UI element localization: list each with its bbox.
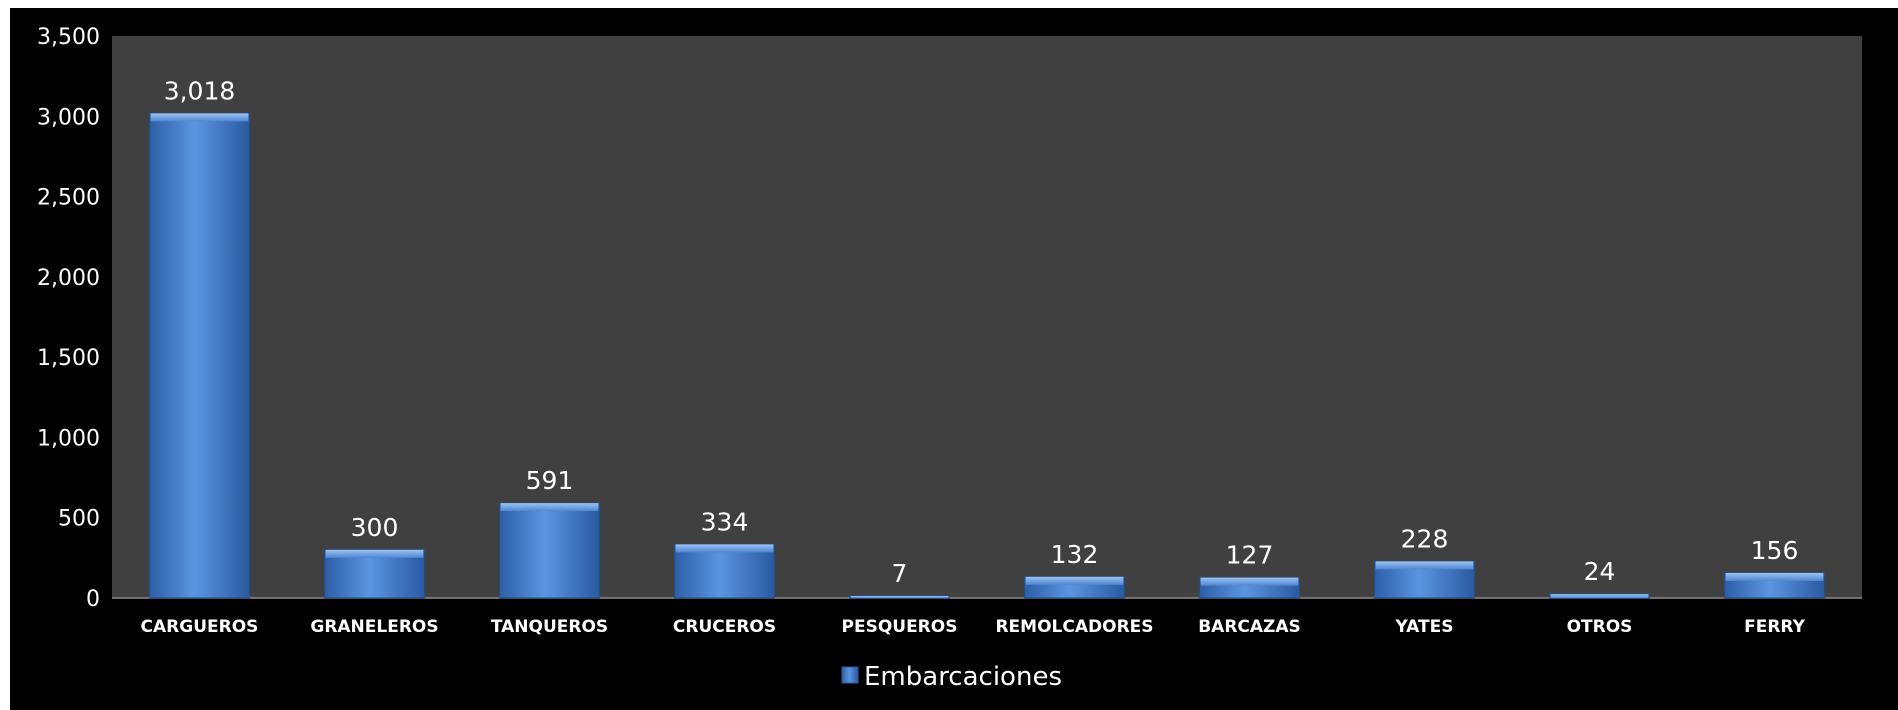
legend: Embarcaciones [841,662,1062,692]
category-label-tanqueros: TANQUEROS [491,617,608,637]
y-tick-label: 2,500 [37,186,100,211]
data-label-remolcadores: 132 [1051,540,1099,569]
category-label-remolcadores: REMOLCADORES [995,617,1153,637]
y-tick-label: 500 [58,507,100,532]
category-label-graneleros: GRANELEROS [310,617,438,637]
category-labels: CARGUEROS GRANELEROS TANQUEROS CRUCEROS PESQ… [141,617,1806,637]
category-label-ferry: FERRY [1744,617,1805,637]
category-label-cruceros: CRUCEROS [673,617,776,637]
category-label-cargueros: CARGUEROS [141,617,259,637]
legend-label: Embarcaciones [864,662,1062,692]
data-label-cruceros: 334 [701,507,749,536]
category-label-otros: OTROS [1567,617,1633,637]
category-label-yates: YATES [1395,617,1454,637]
data-label-barcazas: 127 [1226,541,1274,570]
y-tick-label: 0 [86,587,100,612]
data-label-yates: 228 [1401,524,1449,553]
bar-cap-cruceros [675,544,774,553]
legend-swatch [841,666,859,684]
bar-cap-tanqueros [500,503,599,512]
y-tick-label: 3,500 [37,25,100,50]
data-label-pesqueros: 7 [892,559,908,588]
y-tick-label: 1,000 [37,426,100,451]
bar-cap-barcazas [1200,577,1299,586]
y-tick-label: 2,000 [37,266,100,291]
data-label-tanqueros: 591 [526,466,574,495]
bar-cruceros [674,543,775,599]
data-label-graneleros: 300 [351,513,399,542]
bar-tanqueros [499,502,600,599]
chart-frame: 0 500 1,000 1,500 2,000 2,500 3,000 3,500 3,018… [10,8,1898,710]
bar-cap-pesqueros [850,596,949,598]
bar-cap-remolcadores [1025,576,1124,585]
bar-cap-yates [1375,561,1474,570]
data-label-otros: 24 [1584,557,1616,586]
category-label-barcazas: BARCAZAS [1198,617,1301,637]
data-label-ferry: 156 [1751,536,1799,565]
plot-area [112,36,1862,598]
bar-cap-cargueros [150,113,249,122]
y-tick-label: 3,000 [37,105,100,130]
data-label-cargueros: 3,018 [164,76,236,105]
y-axis-ticks: 0 500 1,000 1,500 2,000 2,500 3,000 3,500 [37,25,100,612]
bar-cap-ferry [1725,572,1824,581]
bars [149,112,1825,599]
bar-cargueros [149,112,250,599]
data-labels: 3,018 300 591 334 7 132 127 228 24 156 [164,76,1799,588]
bar-cap-otros [1550,594,1649,598]
y-tick-label: 1,500 [37,346,100,371]
category-label-pesqueros: PESQUEROS [842,617,958,637]
bar-chart: 0 500 1,000 1,500 2,000 2,500 3,000 3,500 3,018… [37,25,1862,692]
bar-cap-graneleros [325,549,424,558]
